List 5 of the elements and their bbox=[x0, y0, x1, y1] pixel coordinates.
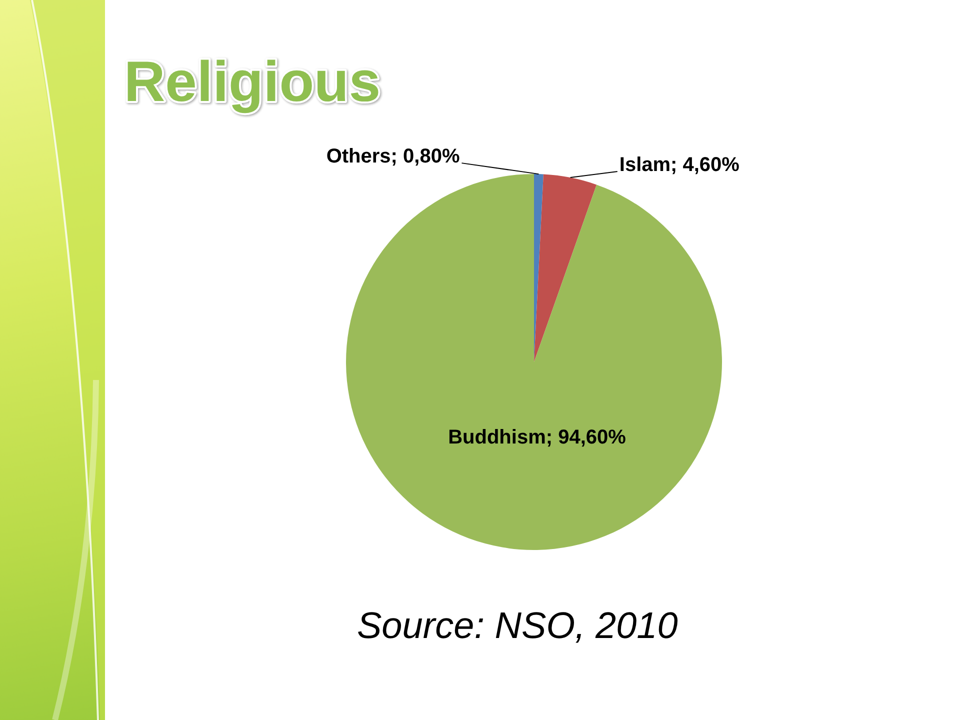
slice-label: Buddhism; 94,60% bbox=[448, 426, 626, 448]
slice-label: Others; 0,80% bbox=[326, 146, 460, 168]
slice-label: Islam; 4,60% bbox=[619, 154, 740, 176]
chart-title: Religious bbox=[124, 50, 381, 114]
source-note: Source: NSO, 2010 bbox=[357, 605, 678, 646]
